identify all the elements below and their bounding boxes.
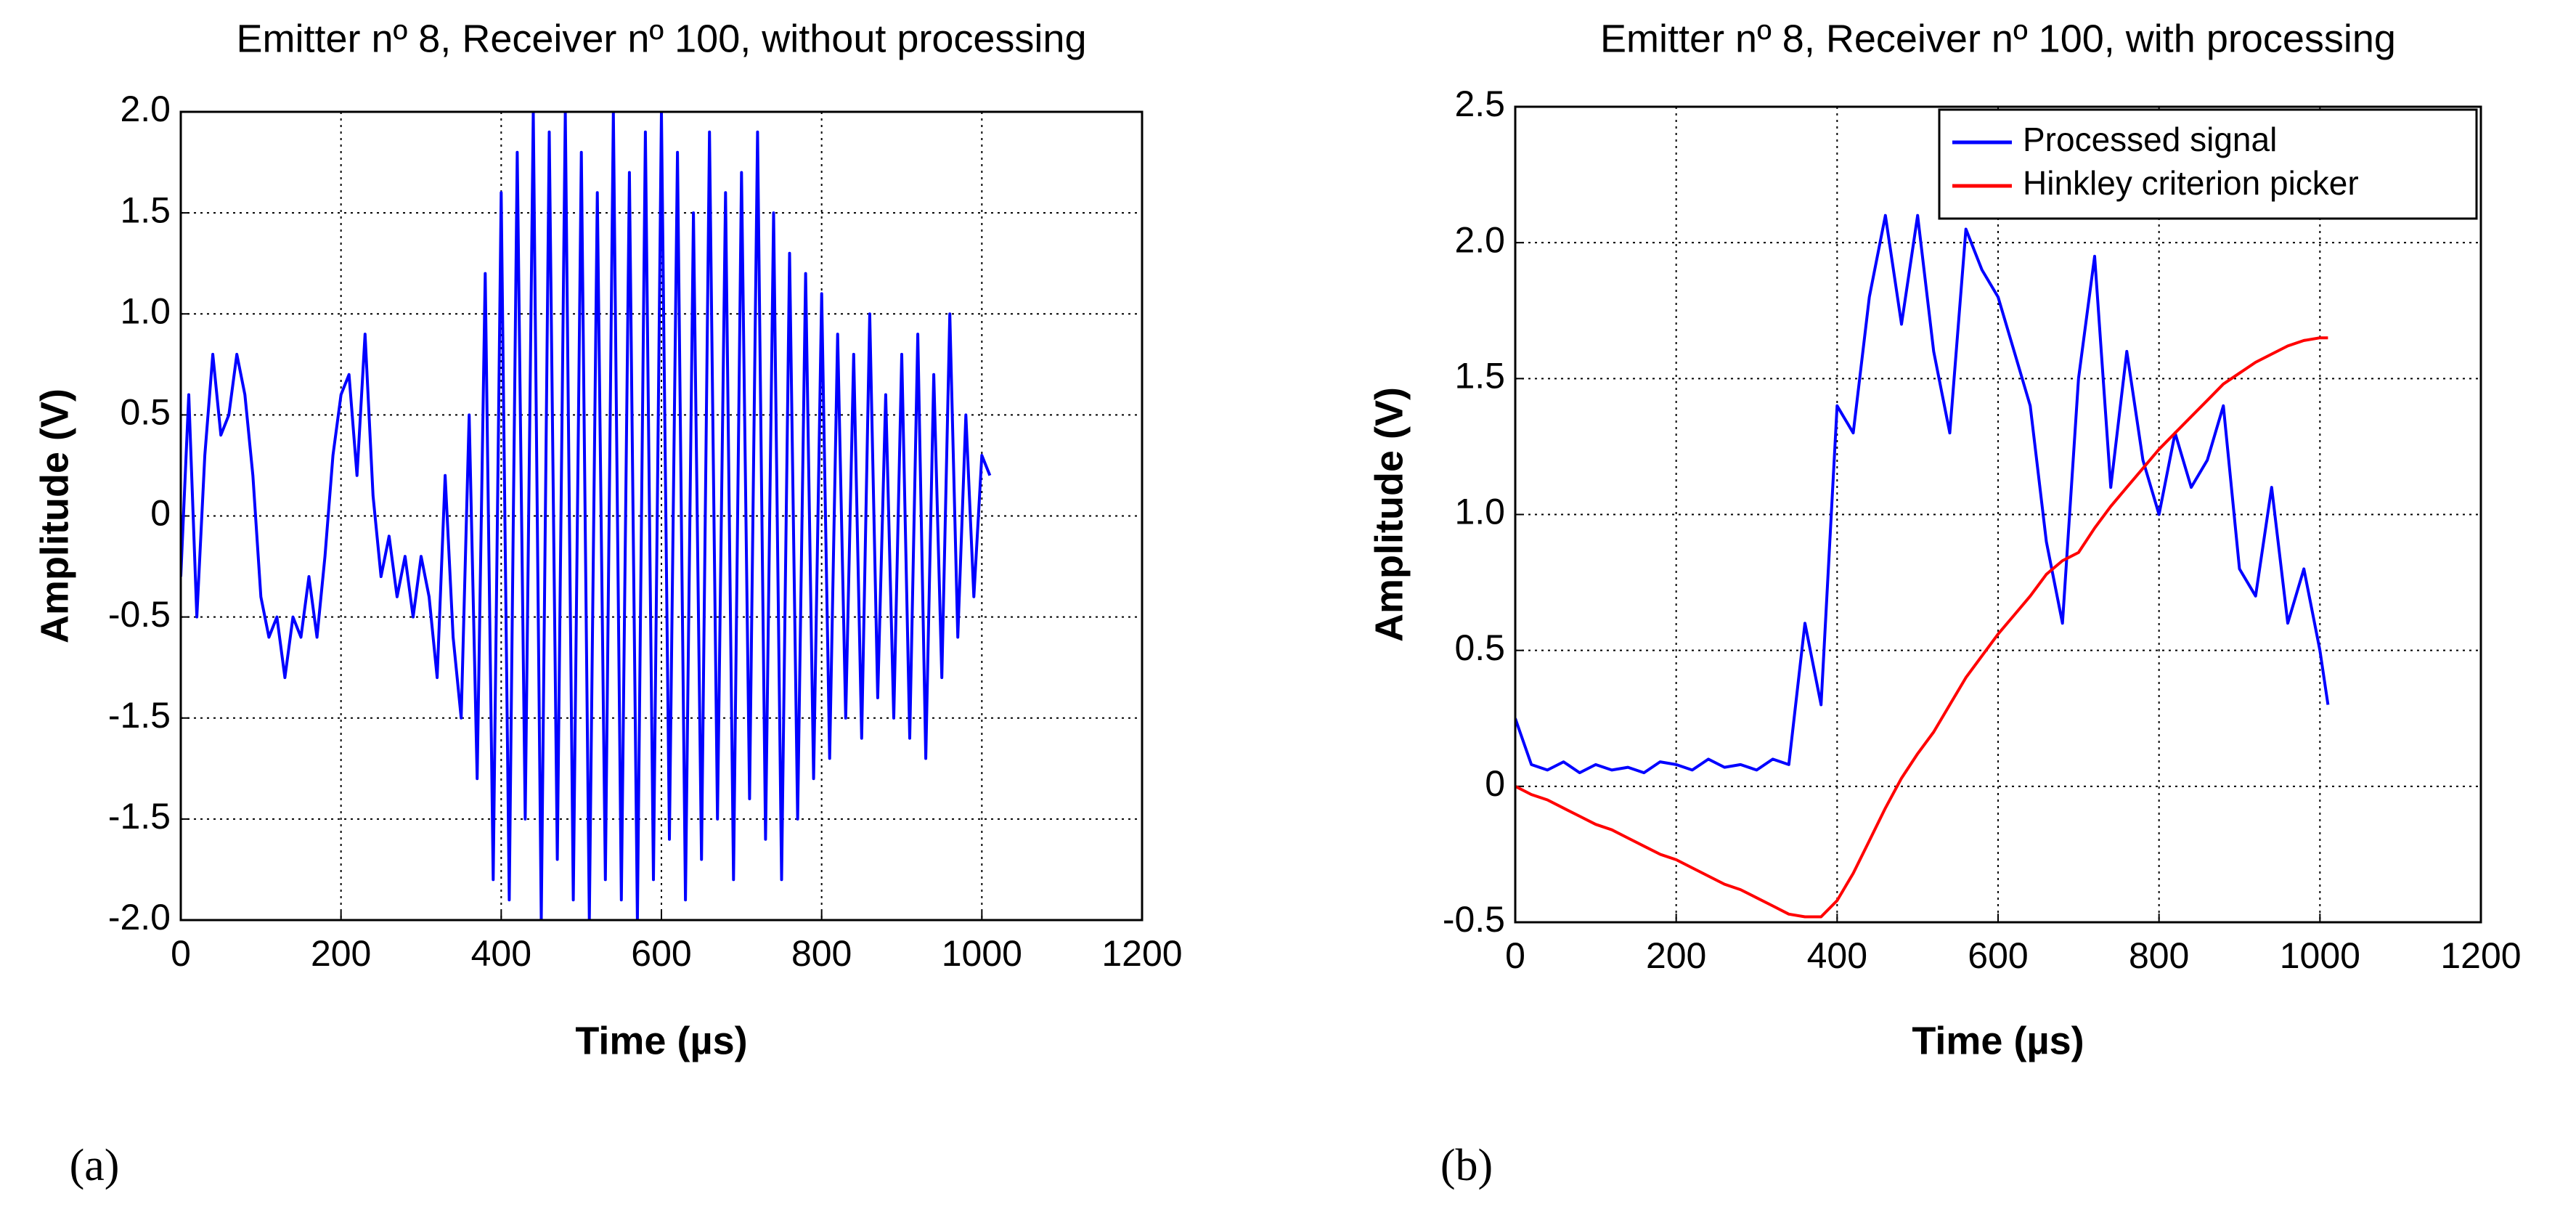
legend: Processed signal Hinkley criterion picker xyxy=(1938,108,2478,220)
plot-frame xyxy=(1514,105,2482,924)
chart-title: Emitter nº 8, Receiver nº 100, without p… xyxy=(237,17,1087,60)
x-tick-label: 800 xyxy=(791,933,852,974)
x-axis-label: Time (µs) xyxy=(1912,1019,2084,1062)
y-tick-label: -2.0 xyxy=(108,897,171,938)
y-tick-label: 2.0 xyxy=(120,89,171,129)
x-tick-label: 800 xyxy=(2129,935,2189,976)
x-tick-label: 400 xyxy=(471,933,531,974)
x-tick-label: 200 xyxy=(311,933,371,974)
x-tick-label: 0 xyxy=(171,933,191,974)
y-tick-label: 2.5 xyxy=(1454,84,1505,124)
y-tick-label: -1.5 xyxy=(108,796,171,837)
y-tick-label: 0.5 xyxy=(120,392,171,433)
subplot: 0 200 400 600 800 1000 1200 -2.0 -1.5 -1.5 -0.5 0 0.… xyxy=(33,17,1182,1190)
x-tick-label: 600 xyxy=(1968,935,2028,976)
y-tick-label: 1.5 xyxy=(120,190,171,230)
y-axis-label: Amplitude (V) xyxy=(1367,387,1411,642)
series-line xyxy=(1515,213,2330,775)
y-tick-label: 2.0 xyxy=(1454,219,1505,260)
x-tick-label: 400 xyxy=(1807,935,1867,976)
y-axis-label: Amplitude (V) xyxy=(33,389,76,643)
series-line xyxy=(1515,336,2328,919)
y-tick-label: -1.5 xyxy=(108,695,171,736)
y-tick-label: -0.5 xyxy=(108,594,171,635)
x-tick-label: 600 xyxy=(631,933,691,974)
x-tick-label: 1200 xyxy=(1101,933,1182,974)
legend-label: Hinkley criterion picker xyxy=(2023,164,2359,202)
y-tick-label: 1.0 xyxy=(120,290,171,331)
x-tick-label: 1200 xyxy=(2440,935,2521,976)
x-tick-label: 200 xyxy=(1646,935,1706,976)
panel-label: (b) xyxy=(1440,1141,1493,1190)
chart-title: Emitter nº 8, Receiver nº 100, with proc… xyxy=(1600,17,2396,60)
y-tick-label: 1.5 xyxy=(1454,356,1505,396)
x-tick-label: 1000 xyxy=(942,933,1022,974)
y-tick-label: -0.5 xyxy=(1443,899,1505,940)
legend-box xyxy=(1938,108,2478,220)
panel-label: (a) xyxy=(70,1141,120,1190)
legend-label: Processed signal xyxy=(2023,121,2277,158)
x-axis-label: Time (µs) xyxy=(575,1019,747,1062)
y-tick-label: 0 xyxy=(150,493,171,534)
plot-frame xyxy=(179,110,1144,922)
x-tick-label: 0 xyxy=(1505,935,1525,976)
x-tick-label: 1000 xyxy=(2280,935,2360,976)
subplot: 0 200 400 600 800 1000 1200-0.500.51.01.52.02.… xyxy=(1367,17,2521,1190)
series-line xyxy=(181,112,992,920)
y-tick-label: 1.0 xyxy=(1454,492,1505,532)
y-tick-label: 0 xyxy=(1485,763,1505,804)
y-tick-label: 0.5 xyxy=(1454,627,1505,668)
